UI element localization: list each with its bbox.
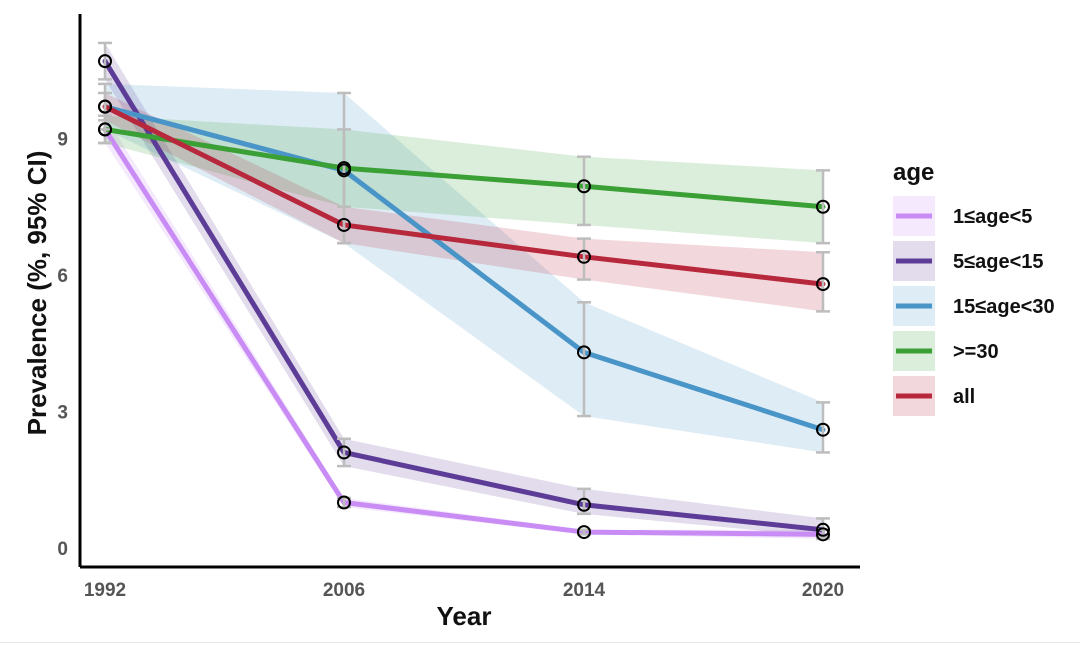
ci-band — [105, 42, 823, 537]
error-bar — [577, 487, 591, 516]
data-point — [577, 497, 591, 512]
error-bar — [816, 169, 830, 245]
error-bar — [98, 41, 112, 81]
data-point — [816, 422, 830, 437]
y-tick-label: 3 — [57, 403, 68, 424]
y-tick-labels: 0 3 6 9 — [57, 130, 68, 561]
data-point — [337, 161, 351, 176]
error-bar — [577, 155, 591, 227]
bottom-divider — [0, 642, 1080, 643]
legend-label: 1≤age<5 — [953, 206, 1032, 228]
y-tick-label: 0 — [57, 539, 68, 560]
x-tick-labels: 1992 2006 2014 2020 — [84, 580, 844, 601]
error-bar — [577, 237, 591, 281]
series-line — [102, 126, 826, 537]
data-point — [337, 217, 351, 232]
legend-item: all — [893, 376, 975, 416]
series-line — [102, 126, 826, 210]
y-tick-label: 6 — [57, 266, 68, 287]
data-point — [98, 54, 112, 69]
data-point — [577, 249, 591, 264]
x-tick-label: 1992 — [84, 580, 126, 601]
series-line — [102, 104, 826, 433]
data-point — [98, 99, 112, 114]
legend-label: 5≤age<15 — [953, 251, 1044, 273]
data-points — [98, 54, 830, 542]
legend-label: >=30 — [953, 341, 999, 363]
error-bar — [337, 205, 351, 245]
legend-item: 15≤age<30 — [893, 286, 1055, 326]
legend: age 1≤age<5 5≤age<15 15≤age<30 >=30 all — [893, 159, 1055, 416]
error-bar — [816, 401, 830, 454]
data-point — [816, 527, 830, 542]
data-point — [337, 445, 351, 460]
legend-label: 15≤age<30 — [953, 296, 1055, 318]
y-axis-title: Prevalence (%, 95% CI) — [22, 151, 52, 436]
data-point — [816, 199, 830, 214]
data-point — [337, 495, 351, 510]
x-axis-title: Year — [437, 601, 492, 631]
series-line — [102, 104, 826, 287]
error-bar — [337, 437, 351, 468]
error-bar — [98, 91, 112, 122]
data-point — [577, 345, 591, 360]
legend-item: 5≤age<15 — [893, 241, 1044, 281]
series-lines — [102, 58, 826, 537]
x-tick-label: 2014 — [563, 580, 606, 601]
x-tick-label: 2006 — [323, 580, 365, 601]
ci-band — [105, 93, 823, 312]
data-point — [577, 179, 591, 194]
legend-title: age — [893, 159, 934, 186]
data-point — [577, 525, 591, 540]
series-line — [102, 58, 826, 533]
data-point — [816, 277, 830, 292]
y-tick-label: 9 — [57, 130, 68, 151]
x-tick-label: 2020 — [802, 580, 844, 601]
data-point — [816, 522, 830, 537]
legend-item: 1≤age<5 — [893, 196, 1032, 236]
ci-band — [105, 83, 823, 453]
error-bar — [816, 251, 830, 313]
legend-item: >=30 — [893, 331, 999, 371]
data-point — [98, 122, 112, 137]
confidence-bands — [105, 42, 823, 539]
legend-label: all — [953, 386, 975, 408]
